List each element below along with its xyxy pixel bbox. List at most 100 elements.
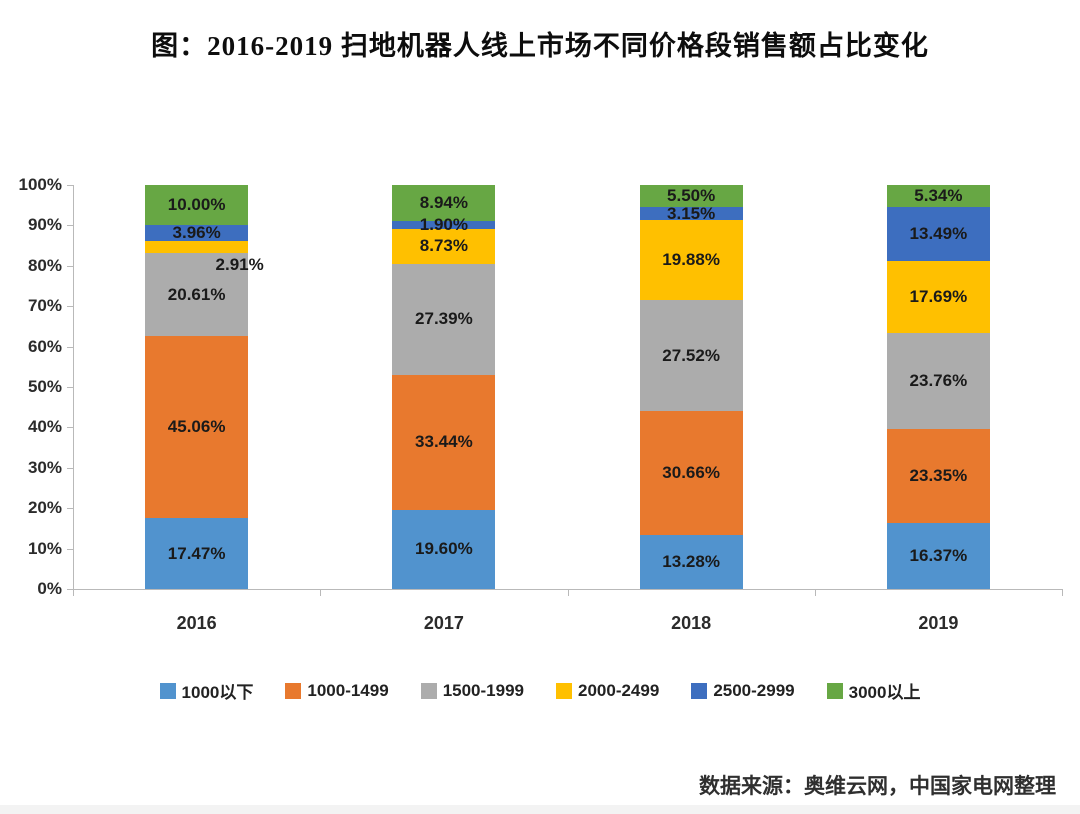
bar-segment-label: 2.91% <box>215 255 264 275</box>
bar-segment-label: 13.28% <box>662 552 720 572</box>
legend-item: 3000以上 <box>826 678 921 703</box>
bar-segment-label: 16.37% <box>909 545 968 565</box>
bar-segment <box>392 509 496 589</box>
bar-segment <box>145 253 249 337</box>
x-axis-category-label: 2017 <box>423 613 464 633</box>
y-axis-tick-label: 70% <box>27 296 62 316</box>
bar-segment-label: 10.00% <box>167 195 226 215</box>
bar-segment <box>886 522 990 589</box>
bar-segment-label: 23.35% <box>909 465 968 485</box>
bar-segment-label: 33.44% <box>415 432 473 452</box>
legend-swatch-icon <box>159 682 176 699</box>
x-axis-category-label: 2019 <box>918 613 959 633</box>
y-tick <box>67 265 73 267</box>
legend-swatch-icon <box>285 682 302 699</box>
legend-swatch-icon <box>556 682 572 699</box>
legend: 1000以下 1000-1499 1500-1999 2000-2499 2500-29… <box>0 678 1080 703</box>
bar-segment <box>886 185 990 207</box>
y-tick <box>67 225 73 227</box>
y-axis-tick-label: 100% <box>18 175 62 194</box>
bar-segment-label: 27.52% <box>662 345 720 365</box>
bar-segment-label: 3.15% <box>667 203 716 223</box>
y-tick <box>67 387 73 388</box>
legend-item: 2500-2999 <box>691 680 795 701</box>
legend-label: 3000以上 <box>848 683 921 702</box>
legend-label: 1500-1999 <box>442 680 524 700</box>
legend-item: 1000以下 <box>159 678 254 703</box>
bar-segment-label: 17.69% <box>909 286 968 306</box>
bar-segment <box>639 185 743 208</box>
bar-segment <box>886 261 990 333</box>
x-tick <box>73 589 74 596</box>
bar-segment <box>145 225 249 242</box>
y-tick <box>67 508 73 510</box>
bar-segment <box>886 332 990 429</box>
y-axis-tick-label: 50% <box>27 377 62 396</box>
y-axis-tick-label: 30% <box>27 457 62 477</box>
bar-segment-label: 30.66% <box>662 463 720 483</box>
bar-segment-label: 1.90% <box>419 214 468 234</box>
bar-segment <box>392 374 496 510</box>
bar-segment <box>145 518 249 589</box>
bar-segment <box>886 206 990 262</box>
legend-label: 1000以下 <box>181 683 254 702</box>
y-axis-tick-label: 10% <box>27 538 62 558</box>
legend-swatch-icon <box>826 682 843 699</box>
y-tick <box>67 467 73 469</box>
bar-segment-label: 13.49% <box>909 223 968 243</box>
y-axis-tick-label: 90% <box>27 215 62 235</box>
bar-segment <box>639 411 743 536</box>
y-axis-tick-label: 60% <box>27 336 62 356</box>
legend-label: 2000-2499 <box>578 680 660 700</box>
legend-label: 1000-1499 <box>307 680 389 700</box>
bar-segment-label: 45.06% <box>167 417 226 437</box>
bar-segment-label: 5.50% <box>667 186 716 206</box>
bottom-strip <box>0 805 1080 814</box>
bar-segment <box>145 336 249 519</box>
bar-segment-label: 17.47% <box>167 543 226 563</box>
legend-item: 2000-2499 <box>556 681 659 701</box>
bar-segment <box>639 300 743 412</box>
bar-segment <box>639 219 743 301</box>
y-tick <box>67 427 73 429</box>
legend-swatch-icon <box>691 682 708 699</box>
legend-label: 2500-2999 <box>713 680 795 700</box>
bar-segment-label: 19.88% <box>662 250 720 270</box>
y-axis-tick-label: 0% <box>37 579 62 598</box>
x-tick <box>320 589 322 596</box>
y-tick <box>67 306 73 308</box>
bar-segment-label: 23.76% <box>909 370 968 390</box>
bar-segment <box>639 207 743 220</box>
x-axis-category-label: 2016 <box>176 613 217 633</box>
bar-segment-label: 19.60% <box>415 539 473 559</box>
bar-segment <box>639 535 743 589</box>
legend-swatch-icon <box>420 682 437 699</box>
bar-segment-label: 8.94% <box>419 193 468 213</box>
bar-segment-label: 20.61% <box>167 284 226 304</box>
source-note: 数据来源：奥维云网，中国家电网整理 <box>699 774 1056 798</box>
y-tick <box>67 185 73 186</box>
x-tick <box>567 589 569 596</box>
bar-segment <box>145 241 249 254</box>
bar-segment-label: 3.96% <box>172 223 221 243</box>
x-tick <box>814 589 816 596</box>
chart-title: 图：2016-2019 扫地机器人线上市场不同价格段销售额占比变化 <box>151 31 929 61</box>
legend-item: 1000-1499 <box>285 680 389 701</box>
y-axis-line <box>73 185 74 589</box>
y-axis-tick-label: 20% <box>27 498 62 518</box>
y-axis-tick-label: 40% <box>27 417 62 437</box>
y-axis-tick-label: 80% <box>27 255 62 275</box>
bar-segment-label: 5.34% <box>914 185 963 205</box>
bar-segment <box>392 264 496 375</box>
legend-item: 1500-1999 <box>420 680 524 701</box>
y-tick <box>67 346 73 348</box>
y-tick <box>67 589 73 590</box>
bar-segment <box>392 185 496 222</box>
bar-segment-label: 27.39% <box>415 309 473 329</box>
bar-segment <box>392 221 496 229</box>
bar-segment-label: 8.73% <box>419 236 468 256</box>
bar-segment <box>886 428 990 523</box>
bar-segment <box>392 228 496 265</box>
